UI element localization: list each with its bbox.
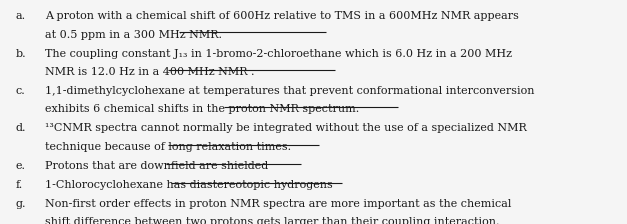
Text: technique because of long relaxation times.: technique because of long relaxation tim… (45, 142, 292, 152)
Text: 1-Chlorocyclohexane has diastereotopic hydrogens: 1-Chlorocyclohexane has diastereotopic h… (45, 180, 333, 190)
Text: Non-first order effects in proton NMR spectra are more important as the chemical: Non-first order effects in proton NMR sp… (45, 199, 512, 209)
Text: The coupling constant J₁₃ in 1-bromo-2-chloroethane which is 6.0 Hz in a 200 MHz: The coupling constant J₁₃ in 1-bromo-2-c… (45, 49, 512, 59)
Text: A proton with a chemical shift of 600Hz relative to TMS in a 600MHz NMR appears: A proton with a chemical shift of 600Hz … (45, 11, 519, 21)
Text: f.: f. (16, 180, 23, 190)
Text: a.: a. (16, 11, 26, 21)
Text: ¹³CNMR spectra cannot normally be integrated without the use of a specialized NM: ¹³CNMR spectra cannot normally be integr… (45, 123, 527, 134)
Text: c.: c. (16, 86, 26, 96)
Text: g.: g. (16, 199, 26, 209)
Text: at 0.5 ppm in a 300 MHz NMR.: at 0.5 ppm in a 300 MHz NMR. (45, 30, 222, 40)
Text: Protons that are downfield are shielded: Protons that are downfield are shielded (45, 161, 268, 171)
Text: NMR is 12.0 Hz in a 400 MHz NMR .: NMR is 12.0 Hz in a 400 MHz NMR . (45, 67, 255, 77)
Text: shift difference between two protons gets larger than their coupling interaction: shift difference between two protons get… (45, 217, 500, 224)
Text: d.: d. (16, 123, 26, 134)
Text: exhibits 6 chemical shifts in the proton NMR spectrum.: exhibits 6 chemical shifts in the proton… (45, 104, 359, 114)
Text: b.: b. (16, 49, 26, 59)
Text: e.: e. (16, 161, 26, 171)
Text: 1,1-dimethylcyclohexane at temperatures that prevent conformational interconvers: 1,1-dimethylcyclohexane at temperatures … (45, 86, 535, 96)
